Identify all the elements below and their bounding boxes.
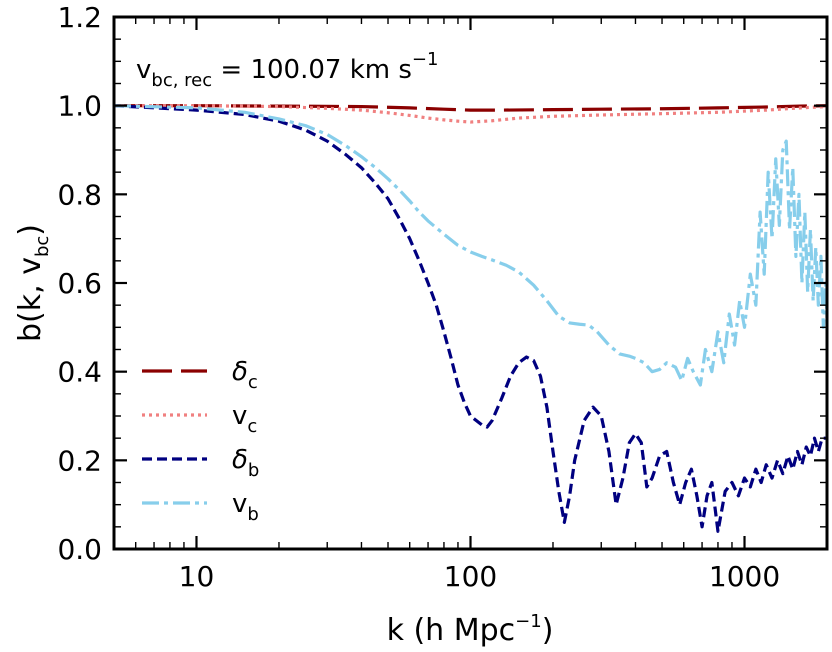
series-line-delta-c <box>114 104 827 112</box>
legend-label-v-b: vb <box>232 489 259 525</box>
x-axis-label: k (h Mpc−1) <box>387 611 554 648</box>
x-tick-label: 100 <box>444 560 497 593</box>
legend: δc vc δb vb <box>142 357 259 525</box>
y-axis-label: b(k, vbc) <box>13 224 53 342</box>
legend-label-delta-b: δb <box>232 445 259 481</box>
annotation: vbc, rec = 100.07 km s−1 <box>136 49 438 91</box>
y-tick-label: 0.6 <box>57 267 102 300</box>
legend-label-delta-c: δc <box>232 357 258 393</box>
y-tick-label: 0.8 <box>57 178 102 211</box>
series-line-v-b <box>114 104 827 387</box>
y-tick-label: 1.0 <box>57 90 102 123</box>
y-tick-label: 0.0 <box>57 533 102 566</box>
ticks-layer: 10 100 1000 0.0 0.2 0.4 0.6 0.8 1.0 1.2 <box>57 1 828 593</box>
series-line-delta-b <box>114 104 827 533</box>
x-tick-label: 1000 <box>709 560 780 593</box>
series-line-v-c <box>114 104 827 124</box>
y-tick-label: 1.2 <box>57 1 102 34</box>
y-tick-label: 0.4 <box>57 356 102 389</box>
plot-frame <box>112 15 829 551</box>
y-tick-label: 0.2 <box>57 444 102 477</box>
series-layer <box>114 104 827 533</box>
x-tick-label: 10 <box>179 560 215 593</box>
legend-label-v-c: vc <box>232 401 257 437</box>
